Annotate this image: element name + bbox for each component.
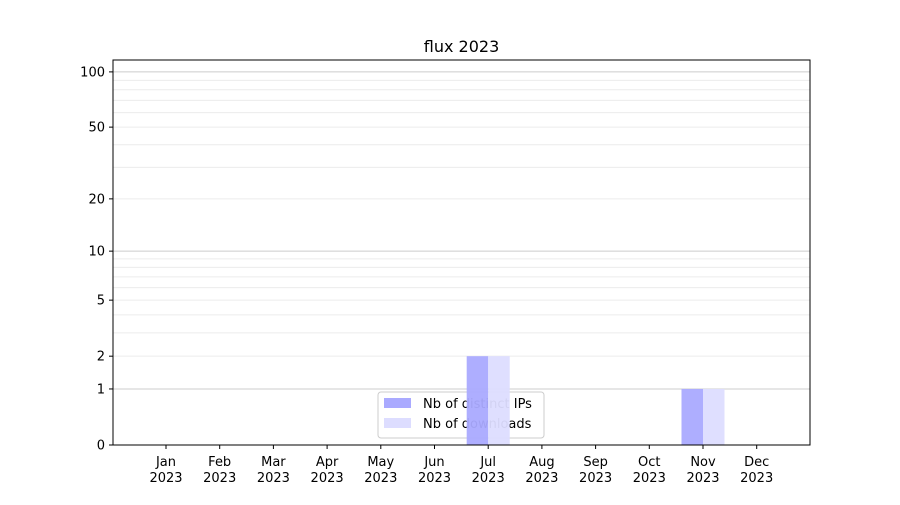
x-tick-label: Jun <box>423 455 444 470</box>
x-tick-label: 2023 <box>525 471 558 486</box>
y-tick-label: 100 <box>80 65 105 80</box>
x-tick-label: Aug <box>529 455 554 470</box>
x-tick-label: Jan <box>155 455 176 470</box>
y-tick-label: 50 <box>88 121 105 136</box>
x-tick-label: 2023 <box>418 471 451 486</box>
y-tick-label: 10 <box>88 245 105 260</box>
x-tick-label: 2023 <box>203 471 236 486</box>
x-tick-label: Jul <box>479 455 496 470</box>
axes-frame <box>112 59 811 446</box>
bar-distinct-ips <box>681 388 703 445</box>
chart-title: flux 2023 <box>424 37 500 56</box>
legend-swatch <box>384 398 411 408</box>
x-tick-label: Apr <box>316 455 339 470</box>
x-tick-label: 2023 <box>149 471 182 486</box>
x-tick-label: Feb <box>208 455 231 470</box>
legend-swatch <box>384 418 411 428</box>
bar-distinct-ips <box>466 356 489 445</box>
bar-downloads <box>488 356 510 445</box>
x-tick-label: 2023 <box>364 471 397 486</box>
y-tick-label: 5 <box>97 294 105 309</box>
x-tick-label: Sep <box>583 455 608 470</box>
x-tick-label: 2023 <box>740 471 773 486</box>
x-tick-label: May <box>367 455 394 470</box>
y-tick-label: 0 <box>97 439 105 454</box>
x-tick-label: Oct <box>638 455 660 470</box>
y-tick-label: 20 <box>88 192 105 207</box>
x-tick-label: Dec <box>744 455 769 470</box>
bar-downloads <box>703 388 725 445</box>
x-tick-label: 2023 <box>472 471 505 486</box>
x-tick-label: 2023 <box>633 471 666 486</box>
y-tick-label: 1 <box>97 382 105 397</box>
x-tick-label: 2023 <box>579 471 612 486</box>
x-tick-label: Nov <box>690 455 716 470</box>
x-tick-label: 2023 <box>686 471 719 486</box>
x-tick-label: 2023 <box>257 471 290 486</box>
x-tick-label: Mar <box>261 455 286 470</box>
x-tick-label: 2023 <box>311 471 344 486</box>
y-tick-label: 2 <box>97 350 105 365</box>
